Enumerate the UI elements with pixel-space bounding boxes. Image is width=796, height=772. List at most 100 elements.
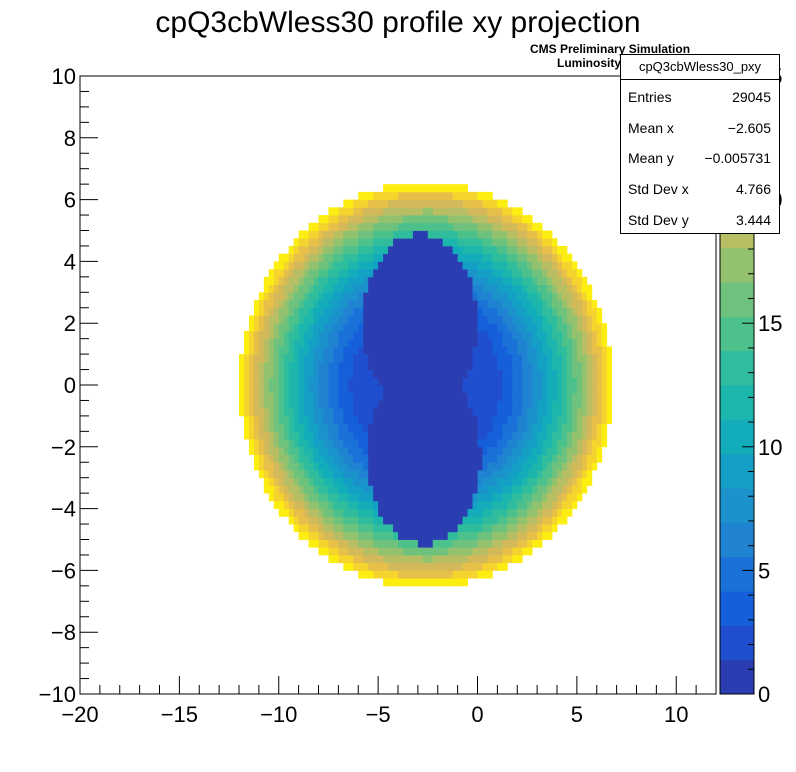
heatmap-cell	[388, 292, 394, 301]
heatmap-cell	[323, 292, 329, 301]
heatmap-cell	[557, 338, 563, 347]
heatmap-cell	[527, 269, 533, 278]
heatmap-cell	[497, 330, 503, 340]
heatmap-cell	[343, 307, 349, 316]
heatmap-cell	[457, 554, 463, 564]
heatmap-cell	[477, 400, 483, 409]
heatmap-cell	[373, 269, 379, 278]
heatmap-cell	[502, 261, 508, 270]
heatmap-cell	[348, 547, 354, 556]
heatmap-cell	[363, 245, 369, 255]
heatmap-cell	[512, 307, 518, 316]
heatmap-cell	[298, 485, 304, 494]
heatmap-cell	[522, 245, 528, 255]
heatmap-cell	[487, 439, 493, 448]
heatmap-cell	[298, 454, 304, 463]
heatmap-cell	[477, 330, 483, 340]
stats-box: cpQ3cbWless30_pxy Entries 29045 Mean x −…	[620, 54, 780, 234]
heatmap-cell	[482, 415, 488, 425]
heatmap-cell	[586, 385, 593, 394]
heatmap-cell	[432, 578, 439, 587]
heatmap-cell	[477, 207, 483, 216]
heatmap-cell	[427, 439, 434, 448]
heatmap-cell	[263, 284, 270, 293]
heatmap-cell	[547, 230, 553, 239]
heatmap-cell	[566, 400, 573, 409]
heatmap-cell	[437, 469, 444, 479]
heatmap-cell	[467, 531, 473, 540]
heatmap-cell	[318, 439, 324, 448]
heatmap-cell	[323, 539, 329, 548]
heatmap-cell	[422, 269, 429, 278]
heatmap-cell	[412, 562, 419, 571]
heatmap-cell	[586, 315, 593, 324]
heatmap-cell	[393, 531, 399, 540]
heatmap-cell	[383, 377, 389, 386]
heatmap-cell	[432, 415, 439, 425]
heatmap-cell	[576, 392, 583, 401]
heatmap-cell	[527, 361, 533, 370]
heatmap-cell	[517, 516, 523, 525]
heatmap-cell	[596, 346, 603, 355]
heatmap-cell	[522, 392, 528, 401]
heatmap-cell	[561, 307, 568, 316]
heatmap-cell	[586, 346, 593, 355]
heatmap-cell	[338, 385, 344, 394]
heatmap-cell	[437, 400, 444, 409]
heatmap-cell	[442, 415, 449, 425]
heatmap-cell	[383, 500, 389, 510]
heatmap-cell	[338, 431, 344, 440]
heatmap-cell	[467, 361, 473, 370]
heatmap-cell	[283, 307, 290, 316]
heatmap-cell	[561, 431, 568, 440]
heatmap-cell	[462, 462, 468, 471]
heatmap-cell	[482, 431, 488, 440]
heatmap-cell	[388, 222, 394, 231]
heatmap-cell	[268, 284, 275, 293]
heatmap-cell	[457, 361, 463, 370]
heatmap-cell	[557, 361, 563, 370]
heatmap-cell	[576, 330, 583, 340]
heatmap-cell	[527, 516, 533, 525]
heatmap-cell	[442, 531, 449, 540]
heatmap-cell	[268, 462, 275, 471]
heatmap-cell	[552, 261, 558, 270]
heatmap-cell	[308, 346, 314, 355]
heatmap-cell	[338, 508, 344, 517]
heatmap-cell	[467, 469, 473, 479]
heatmap-cell	[487, 539, 493, 548]
heatmap-cell	[402, 462, 409, 471]
heatmap-cell	[383, 284, 389, 293]
heatmap-cell	[542, 531, 548, 540]
heatmap-cell	[507, 531, 513, 540]
heatmap-cell	[561, 300, 568, 309]
heatmap-cell	[383, 184, 389, 193]
heatmap-cell	[412, 400, 419, 409]
color-bar-segment	[720, 316, 754, 352]
heatmap-cell	[303, 408, 309, 417]
heatmap-cell	[358, 245, 364, 255]
heatmap-cell	[338, 462, 344, 471]
heatmap-cell	[507, 415, 513, 425]
heatmap-cell	[467, 392, 473, 401]
heatmap-cell	[422, 191, 429, 200]
heatmap-cell	[422, 207, 429, 216]
heatmap-cell	[308, 300, 314, 309]
heatmap-cell	[507, 400, 513, 409]
heatmap-cell	[402, 578, 409, 587]
heatmap-cell	[258, 415, 265, 425]
heatmap-cell	[333, 276, 339, 285]
heatmap-cell	[477, 485, 483, 494]
heatmap-cell	[383, 300, 389, 309]
heatmap-cell	[368, 300, 374, 309]
heatmap-cell	[412, 307, 419, 316]
heatmap-cell	[447, 408, 454, 417]
heatmap-cell	[517, 307, 523, 316]
heatmap-cell	[263, 462, 270, 471]
heatmap-cell	[512, 222, 518, 231]
heatmap-cell	[566, 361, 573, 370]
heatmap-cell	[432, 284, 439, 293]
heatmap-cell	[502, 338, 508, 347]
heatmap-cell	[398, 485, 404, 494]
heatmap-cell	[442, 377, 449, 386]
